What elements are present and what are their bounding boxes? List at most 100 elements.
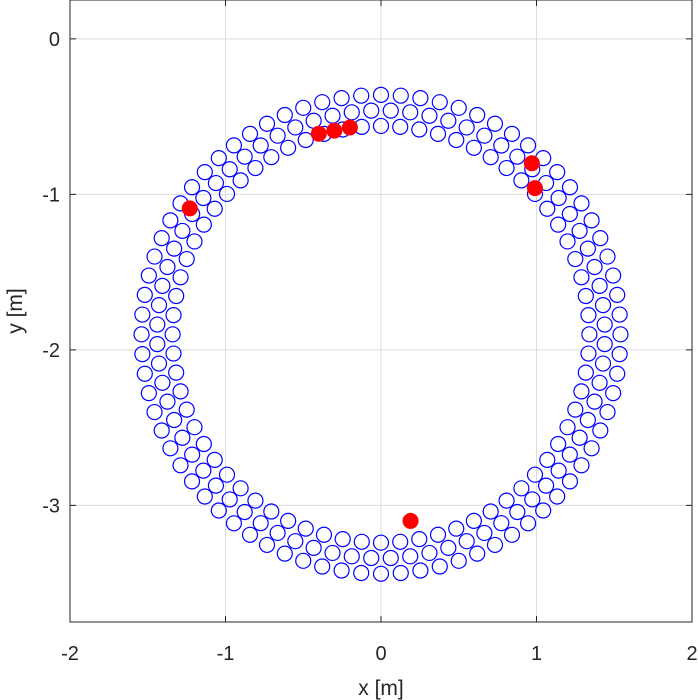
ring-marker [295, 99, 312, 116]
ring-marker [421, 544, 438, 562]
ring-marker [140, 385, 157, 402]
ring-marker [429, 526, 447, 543]
ring-marker [579, 411, 596, 429]
ring-marker [149, 316, 166, 333]
ring-marker [476, 524, 493, 542]
ring-marker [276, 106, 293, 124]
ring-marker [150, 355, 168, 372]
ring-marker [486, 115, 504, 132]
ring-marker [550, 189, 567, 207]
ring-marker [174, 222, 191, 240]
ring-marker [263, 149, 280, 166]
ring-marker [353, 533, 370, 550]
ring-marker [363, 102, 380, 119]
ring-marker [236, 503, 253, 521]
ring-marker [146, 403, 163, 421]
ring-marker [586, 393, 603, 410]
ring-marker [195, 462, 212, 479]
ring-marker [580, 345, 597, 362]
highlight-point [523, 155, 540, 172]
ring-marker [168, 364, 185, 381]
ring-markers [133, 86, 629, 582]
ring-marker [372, 117, 390, 135]
ring-marker [263, 503, 280, 520]
ring-marker [583, 440, 600, 457]
ring-marker [343, 548, 360, 565]
ring-marker [186, 419, 203, 436]
ring-marker [440, 539, 457, 556]
y-tick-label: 0 [49, 29, 60, 51]
ring-marker [498, 492, 515, 509]
ring-marker [207, 174, 225, 192]
ring-marker [580, 306, 597, 324]
ring-marker [353, 87, 370, 104]
ring-marker [567, 401, 584, 418]
ring-marker [465, 512, 482, 529]
ring-marker [577, 287, 594, 305]
x-tick-label: -1 [217, 643, 235, 665]
ring-marker [232, 480, 249, 497]
ring-marker [550, 462, 567, 479]
ring-marker [539, 200, 556, 217]
ring-marker [513, 480, 530, 497]
ring-marker [252, 515, 269, 532]
ring-marker [486, 536, 504, 554]
ring-marker [549, 488, 566, 505]
ring-marker [236, 148, 253, 165]
ring-marker [594, 355, 612, 372]
ring-marker [159, 258, 176, 276]
ring-marker [586, 258, 603, 276]
ring-marker [252, 137, 269, 154]
ring-marker [241, 526, 259, 543]
ring-marker [146, 248, 163, 265]
ring-marker [297, 131, 314, 149]
ring-marker [280, 512, 297, 529]
ring-marker [503, 526, 521, 543]
ring-marker [174, 429, 191, 446]
ring-marker [183, 473, 201, 490]
ring-marker [166, 411, 183, 429]
x-tick-label: -2 [61, 643, 79, 665]
ring-marker [196, 488, 213, 505]
ring-marker [164, 326, 181, 343]
ring-marker [210, 150, 227, 167]
ring-marker [280, 139, 297, 156]
ring-marker [186, 233, 203, 250]
ring-marker [363, 549, 380, 567]
ring-marker [184, 446, 201, 463]
ring-marker [287, 119, 304, 136]
ring-marker [573, 457, 590, 474]
y-tick-label: -1 [42, 184, 60, 206]
ring-marker [196, 164, 213, 181]
ring-marker [165, 345, 182, 362]
ring-marker [210, 502, 227, 519]
ring-marker [539, 451, 556, 468]
ring-marker [469, 545, 486, 562]
ring-marker [333, 562, 350, 579]
ring-marker [448, 131, 465, 149]
ring-marker [241, 125, 259, 142]
ring-marker [448, 520, 465, 537]
x-tick-label: 1 [531, 643, 542, 665]
ring-marker [232, 172, 249, 189]
highlight-point [526, 180, 543, 197]
ring-marker [305, 539, 322, 556]
ring-marker [392, 533, 409, 550]
ring-marker [134, 346, 151, 363]
highlight-point [402, 512, 419, 529]
highlight-point [326, 122, 343, 139]
ring-marker [382, 549, 399, 567]
ring-marker [269, 524, 286, 542]
ring-marker [225, 137, 243, 154]
ring-marker [577, 364, 594, 381]
ring-marker [218, 466, 236, 483]
ring-marker [162, 440, 179, 457]
ring-marker [172, 269, 189, 286]
ring-marker [561, 205, 578, 223]
ring-marker [594, 296, 612, 314]
ring-marker [493, 515, 510, 532]
ring-marker [429, 125, 447, 143]
ring-marker [559, 233, 576, 250]
ring-marker [561, 179, 579, 196]
